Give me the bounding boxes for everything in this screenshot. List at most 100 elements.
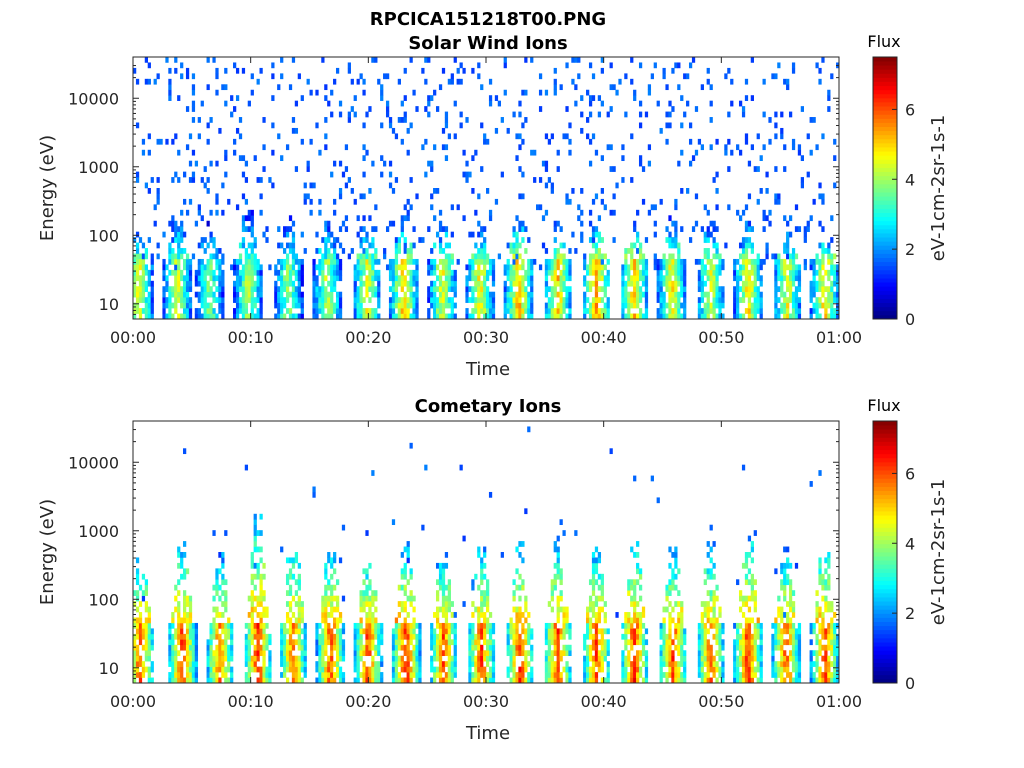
spectrogram-cell [786, 275, 790, 282]
spectrogram-cell [521, 220, 525, 227]
spectrogram-cell [168, 258, 172, 265]
spectrogram-cell [574, 100, 578, 107]
spectrogram-cell [359, 297, 363, 303]
spectrogram-cell [388, 302, 393, 309]
spectrogram-cell [324, 84, 328, 91]
spectrogram-cell [368, 639, 372, 646]
spectrogram-cell [600, 606, 604, 613]
colorbar-segment [873, 142, 897, 148]
spectrogram-cell [300, 639, 304, 646]
spectrogram-cell [700, 226, 704, 232]
spectrogram-cell [750, 242, 754, 249]
spectrogram-cell [338, 313, 343, 320]
spectrogram-cell [562, 628, 566, 635]
spectrogram-cell [259, 590, 263, 596]
spectrogram-cell [624, 269, 628, 276]
colorbar-segment [873, 163, 897, 168]
spectrogram-cell [515, 237, 519, 243]
spectrogram-cell [362, 661, 366, 667]
spectrogram-cell [200, 177, 204, 183]
spectrogram-cell [624, 111, 628, 118]
spectrogram-cell [824, 269, 828, 276]
spectrogram-cell [662, 73, 666, 80]
spectrogram-cell [683, 655, 687, 662]
spectrogram-cell [750, 313, 754, 320]
spectrogram-cell [335, 639, 340, 646]
spectrogram-cell [491, 639, 496, 646]
spectrogram-cell [677, 568, 681, 575]
spectrogram-cell [221, 182, 225, 189]
spectrogram-cell [544, 275, 549, 282]
spectrogram-cell [488, 313, 493, 320]
spectrogram-cell [203, 280, 207, 287]
spectrogram-cell [733, 264, 737, 271]
spectrogram-cell [315, 89, 319, 96]
spectrogram-cell [591, 601, 596, 607]
spectrogram-cell [362, 308, 366, 314]
spectrogram-cell [377, 258, 381, 265]
spectrogram-cell [209, 160, 213, 167]
spectrogram-cell [524, 595, 528, 602]
spectrogram-cell [177, 650, 181, 657]
spectrogram-cell [156, 193, 160, 200]
spectrogram-cell [530, 302, 534, 309]
spectrogram-cell [380, 633, 384, 640]
spectrogram-cell [491, 297, 496, 303]
spectrogram-cell [168, 677, 172, 684]
spectrogram-cell [588, 595, 593, 602]
spectrogram-cell [315, 286, 319, 293]
spectrogram-cell [212, 269, 216, 276]
spectrogram-cell [356, 661, 360, 667]
spectrogram-cell [288, 666, 293, 673]
spectrogram-cell [527, 237, 531, 243]
spectrogram-cell [430, 264, 434, 271]
spectrogram-cell [403, 237, 407, 243]
spectrogram-cell [215, 606, 219, 613]
spectrogram-cell [744, 138, 749, 145]
spectrogram-cell [821, 57, 825, 63]
spectrogram-cell [218, 264, 222, 271]
spectrogram-cell [506, 269, 510, 276]
spectrogram-cell [721, 639, 725, 646]
spectrogram-cell [447, 302, 451, 309]
spectrogram-cell [730, 78, 734, 85]
spectrogram-cell [412, 628, 416, 635]
spectrogram-cell [700, 601, 704, 607]
spectrogram-cell [400, 677, 404, 684]
spectrogram-cell [185, 622, 190, 629]
spectrogram-cell [218, 650, 222, 657]
spectrogram-cell [621, 155, 625, 162]
spectrogram-cell [668, 302, 672, 309]
spectrogram-cell [197, 204, 201, 211]
spectrogram-cell [285, 601, 290, 607]
spectrogram-cell [665, 226, 669, 232]
spectrogram-cell [697, 269, 702, 276]
spectrogram-cell [215, 628, 219, 635]
spectrogram-cell [318, 633, 322, 640]
spectrogram-cell [288, 644, 293, 651]
spectrogram-cell [565, 297, 569, 303]
spectrogram-cell [188, 198, 193, 205]
spectrogram-cell [391, 313, 396, 320]
spectrogram-cell [630, 177, 634, 183]
spectrogram-cell [171, 226, 175, 232]
spectrogram-cell [562, 617, 566, 624]
spectrogram-cell [183, 280, 187, 287]
spectrogram-cell [309, 209, 313, 216]
spectrogram-cell [565, 62, 569, 69]
spectrogram-cell [474, 639, 478, 646]
spectrogram-cell [515, 639, 519, 646]
spectrogram-cell [447, 661, 451, 667]
spectrogram-cell [330, 672, 334, 678]
spectrogram-cell [491, 661, 496, 667]
spectrogram-cell [412, 617, 416, 624]
spectrogram-cell [783, 215, 787, 222]
spectrogram-cell [247, 253, 251, 260]
spectrogram-cell [588, 220, 593, 227]
spectrogram-cell [359, 606, 363, 613]
spectrogram-cell [586, 286, 590, 293]
spectrogram-cell [291, 258, 296, 265]
spectrogram-cell [830, 73, 834, 80]
spectrogram-cell [397, 677, 401, 684]
spectrogram-cell [477, 231, 481, 238]
